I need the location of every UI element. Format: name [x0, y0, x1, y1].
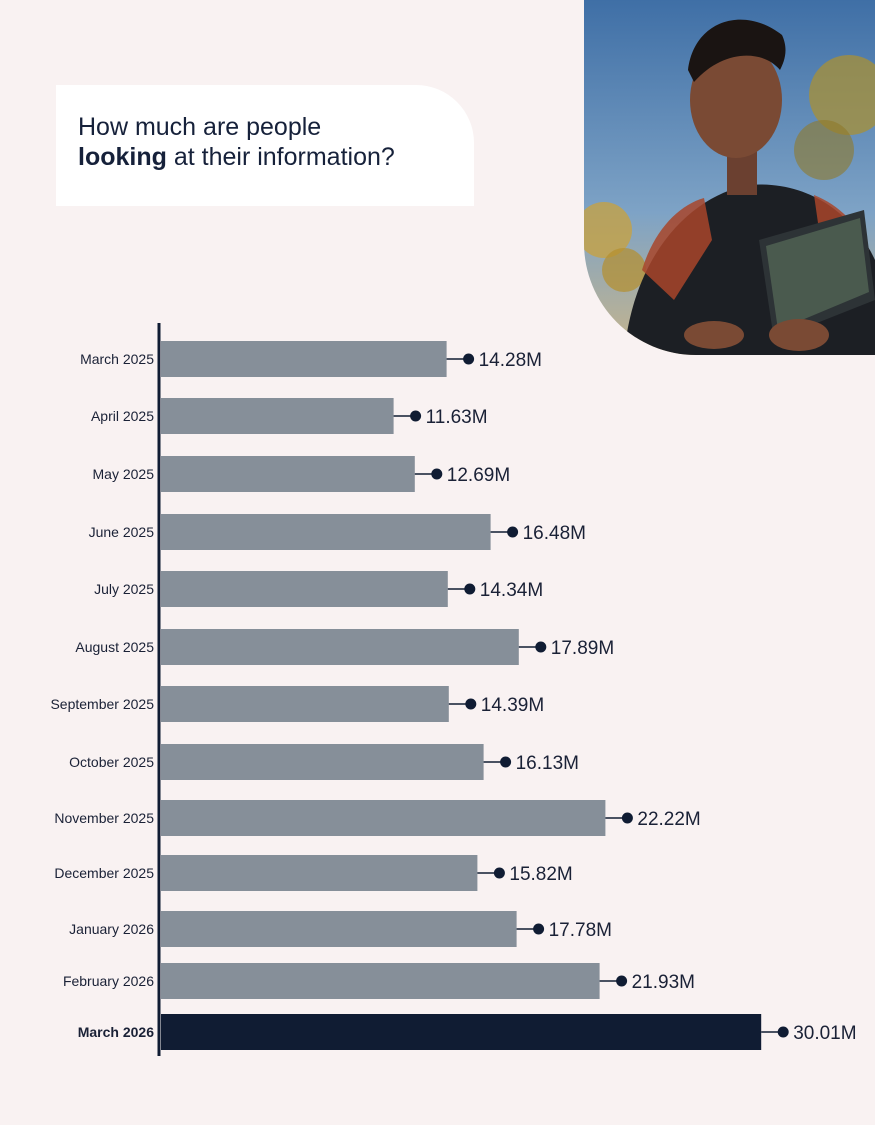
bar [161, 1014, 762, 1050]
category-label: March 2026 [78, 1024, 154, 1040]
value-label: 17.89M [551, 638, 614, 659]
value-label: 16.48M [523, 523, 586, 544]
value-label: 15.82M [509, 864, 572, 885]
bar [161, 629, 519, 665]
value-label: 14.39M [481, 695, 544, 716]
category-label: February 2026 [63, 973, 154, 989]
bar [161, 514, 491, 550]
value-marker-dot [463, 353, 475, 365]
category-label: October 2025 [69, 754, 154, 770]
value-label: 14.34M [480, 580, 543, 601]
bar [161, 341, 447, 377]
value-marker-dot [616, 975, 628, 987]
bar [161, 800, 606, 836]
title-text-1: How much are people [78, 113, 322, 141]
value-label: 22.22M [637, 809, 700, 830]
category-label: November 2025 [54, 810, 154, 826]
bar [161, 744, 484, 780]
title-line-2: looking at their information? [78, 142, 474, 172]
category-label: September 2025 [50, 696, 154, 712]
value-label: 21.93M [632, 972, 695, 993]
value-label: 11.63M [426, 407, 488, 428]
value-marker-dot [431, 468, 443, 480]
person-with-tablet-photo [584, 0, 875, 355]
value-marker-dot [507, 526, 519, 538]
bar [161, 855, 478, 891]
bar [161, 571, 448, 607]
category-label: March 2025 [80, 351, 154, 367]
value-marker-dot [533, 923, 545, 935]
title-text-2: at their information? [166, 143, 395, 171]
category-label: December 2025 [54, 865, 154, 881]
value-label: 30.01M [793, 1023, 856, 1044]
bar [161, 911, 517, 947]
bar [161, 456, 415, 492]
title-card: How much are people looking at their inf… [56, 85, 474, 206]
value-marker-dot [464, 583, 476, 595]
value-label: 14.28M [479, 350, 542, 371]
bar [161, 398, 394, 434]
title-bold-word: looking [78, 143, 167, 171]
value-marker-dot [410, 410, 422, 422]
bar [161, 963, 600, 999]
value-marker-dot [500, 756, 512, 768]
value-marker-dot [777, 1026, 789, 1038]
category-label: April 2025 [91, 408, 154, 424]
title-line-1: How much are people [78, 112, 474, 142]
photo-illustration [584, 0, 875, 355]
category-label: January 2026 [69, 921, 154, 937]
category-label: June 2025 [89, 524, 155, 540]
value-marker-dot [621, 812, 633, 824]
category-label: May 2025 [93, 466, 155, 482]
value-marker-dot [493, 867, 505, 879]
category-label: July 2025 [94, 581, 154, 597]
value-marker-dot [535, 641, 547, 653]
value-marker-dot [465, 698, 477, 710]
value-label: 16.13M [516, 753, 579, 774]
category-label: August 2025 [75, 639, 154, 655]
value-label: 17.78M [549, 920, 612, 941]
bar [161, 686, 449, 722]
value-label: 12.69M [447, 465, 510, 486]
